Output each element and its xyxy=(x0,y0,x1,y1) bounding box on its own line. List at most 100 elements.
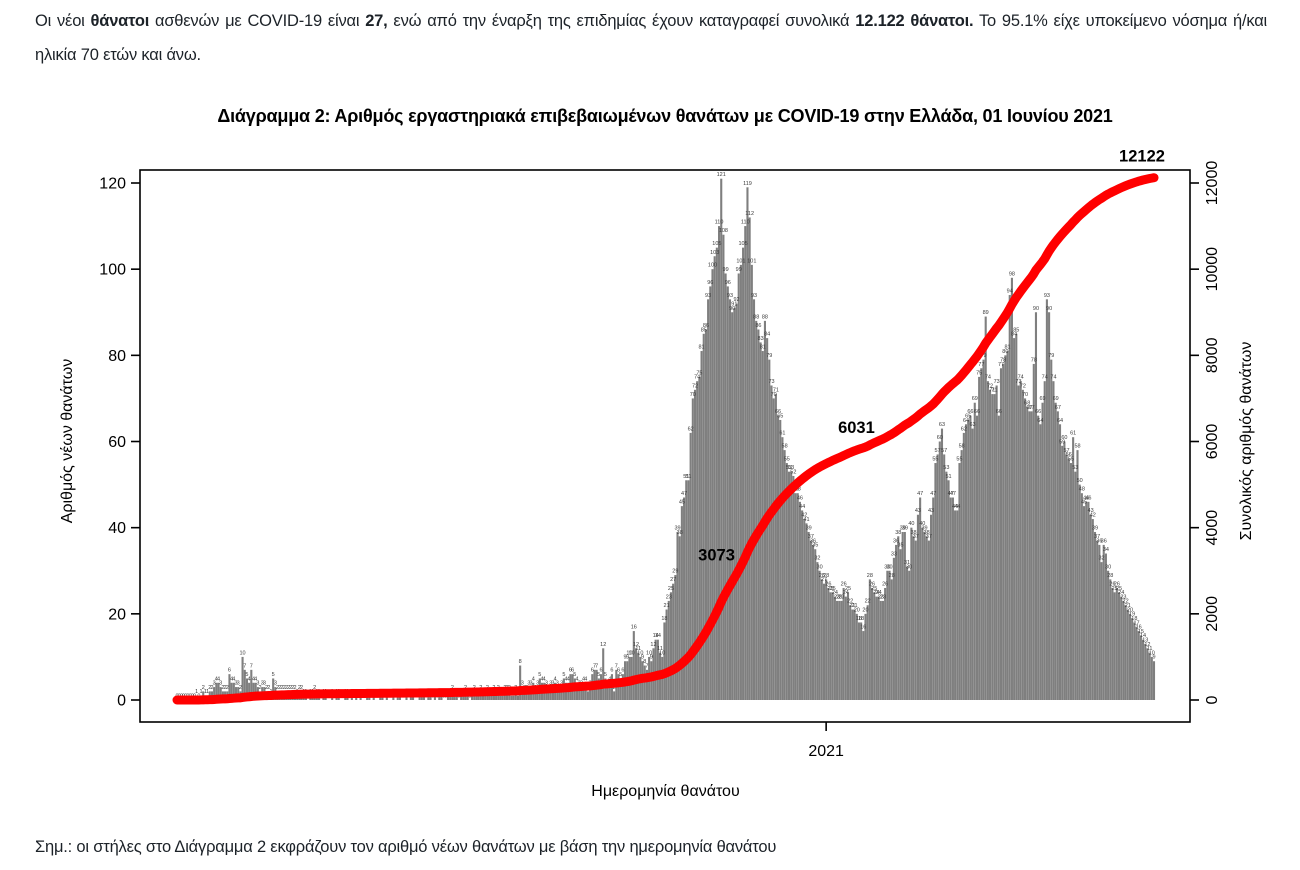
bar-value-label: 22 xyxy=(1123,599,1129,605)
bar xyxy=(440,695,443,700)
bar-value-label: 71 xyxy=(773,388,779,394)
bar xyxy=(685,480,688,700)
bar-value-label: 3 xyxy=(256,681,259,687)
bar xyxy=(903,531,906,700)
bar-value-label: 86 xyxy=(703,323,709,329)
bar-value-label: 23 xyxy=(836,594,842,600)
intro-text: ενώ από την έναρξη της επιδημίας έχουν κ… xyxy=(387,12,856,30)
bar-value-label: 105 xyxy=(738,241,747,247)
bar-value-label: 7 xyxy=(250,663,253,669)
bar xyxy=(790,471,793,700)
bar xyxy=(1067,458,1070,700)
bar-value-label: 67 xyxy=(1026,405,1032,411)
bar-value-label: 25 xyxy=(845,586,851,592)
bar xyxy=(1056,411,1059,700)
bar-value-label: 46 xyxy=(797,495,803,501)
bar-value-label: 27 xyxy=(670,577,676,583)
bar xyxy=(1137,631,1140,700)
bar xyxy=(704,329,707,700)
bar-value-label: 119 xyxy=(743,181,752,187)
bar xyxy=(1023,398,1027,700)
bar-value-label: 93 xyxy=(705,293,711,299)
x-axis-title: Ημερομηνία θανάτου xyxy=(591,783,739,800)
bar xyxy=(718,226,721,700)
bar xyxy=(1054,402,1057,700)
bar xyxy=(822,583,826,700)
bar xyxy=(1008,295,1011,700)
bar-value-label: 11 xyxy=(657,646,663,652)
bar-value-label: 12 xyxy=(600,642,606,648)
bar xyxy=(711,269,714,700)
intro-bold-total-count: 12.122 θάνατοι. xyxy=(855,12,974,30)
bar-value-label: 105 xyxy=(712,241,721,247)
bar-value-label: 51 xyxy=(945,474,951,480)
bar xyxy=(1010,277,1013,700)
bar xyxy=(1076,450,1079,700)
year-tick-label: 2021 xyxy=(808,743,844,760)
bar xyxy=(234,687,238,700)
bar xyxy=(1124,605,1127,700)
bar xyxy=(1144,643,1147,700)
bar xyxy=(763,320,766,700)
right-tick-label: 8000 xyxy=(1204,337,1221,373)
bar-value-label: 42 xyxy=(1090,513,1096,519)
bar xyxy=(781,437,784,700)
bar-value-label: 36 xyxy=(1101,538,1107,544)
bar xyxy=(1030,411,1033,700)
bar xyxy=(1065,454,1068,700)
bar xyxy=(580,687,583,700)
bar xyxy=(560,687,563,700)
bar xyxy=(844,596,847,700)
bar-value-label: 20 xyxy=(862,607,868,613)
bar xyxy=(805,523,808,700)
bar-value-label: 3 xyxy=(237,681,240,687)
bar xyxy=(372,695,375,700)
intro-bold-deaths: θάνατοι xyxy=(90,12,150,30)
bar xyxy=(975,415,979,700)
bar xyxy=(964,424,968,700)
bar-value-label: 2 xyxy=(313,685,316,691)
bar-value-label: 20 xyxy=(854,607,860,613)
bar-value-label: 69 xyxy=(1039,396,1045,402)
bar xyxy=(849,605,852,700)
bar-value-label: 100 xyxy=(708,263,717,269)
bar xyxy=(973,402,976,700)
bar-value-label: 65 xyxy=(777,413,783,419)
bar-value-label: 4 xyxy=(252,676,255,682)
bar-value-label: 37 xyxy=(913,534,919,540)
bar xyxy=(1131,618,1134,700)
intro-text: Το 95.1% είχε υποκείμενο νόσημα ή/και ηλ… xyxy=(35,12,1267,64)
bar xyxy=(1096,540,1099,700)
bar-value-label: 7 xyxy=(615,663,618,669)
bar-value-label: 58 xyxy=(782,444,788,450)
bar xyxy=(731,312,734,700)
bar xyxy=(860,622,863,700)
bar-value-label: 46 xyxy=(1085,495,1091,501)
left-tick-label: 100 xyxy=(99,262,126,279)
bar-value-label: 22 xyxy=(847,599,853,605)
left-tick-label: 0 xyxy=(117,693,126,710)
bar xyxy=(556,687,559,700)
bar xyxy=(696,381,699,700)
bar xyxy=(691,398,694,700)
bar xyxy=(757,329,760,700)
bar-value-label: 51 xyxy=(685,474,691,480)
bar-value-label: 23 xyxy=(880,594,886,600)
bar-value-label: 66 xyxy=(967,409,973,415)
bar xyxy=(519,665,522,700)
bar-value-label: 64 xyxy=(963,418,969,424)
bar-value-label: 40 xyxy=(919,521,925,527)
bar-value-label: 3 xyxy=(527,681,530,687)
intro-bold-new-count: 27, xyxy=(365,12,388,30)
bar xyxy=(621,674,624,700)
bar-value-label: 29 xyxy=(672,569,678,575)
bar xyxy=(912,536,915,700)
bar xyxy=(728,299,732,700)
bar-value-label: 78 xyxy=(1000,357,1006,363)
bar-value-label: 3 xyxy=(551,681,554,687)
bar xyxy=(864,613,867,700)
bar-value-label: 86 xyxy=(755,323,761,329)
bar xyxy=(995,385,998,700)
right-tick-label: 12000 xyxy=(1204,161,1221,206)
bar-value-label: 11 xyxy=(1147,646,1153,652)
